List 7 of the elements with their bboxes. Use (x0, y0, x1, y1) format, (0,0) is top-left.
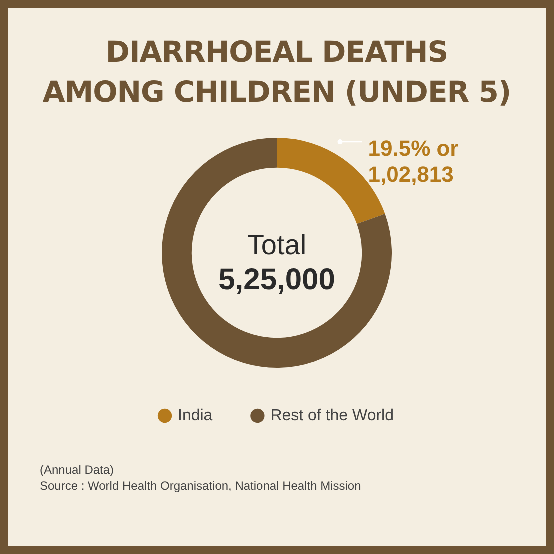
chart-title: DIARRHOEAL DEATHS AMONG CHILDREN (UNDER 5) (42, 34, 512, 111)
text: Total 5,25,000 (218, 230, 336, 296)
data-label: 19.5% or 1,02,813 (368, 136, 460, 188)
source-note: Source : World Health Organisation, National Health Mission (40, 478, 362, 494)
legend-label: India (178, 407, 213, 424)
legend-label: Rest of the World (270, 407, 394, 424)
text: (Annual Data) (40, 462, 116, 478)
